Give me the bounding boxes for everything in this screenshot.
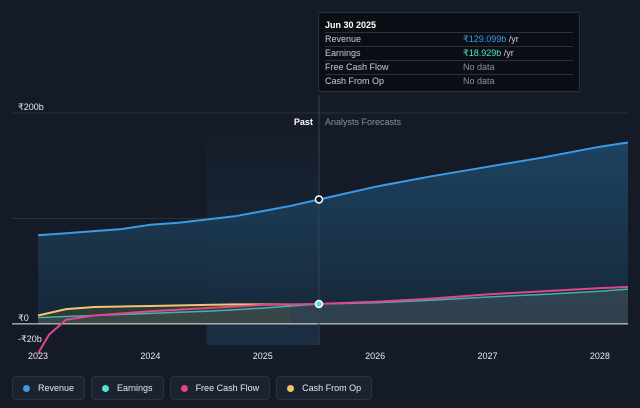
series-line-free-cash-flow [37, 286, 629, 354]
tooltip-row-free-cash-flow: Free Cash Flow No data [325, 60, 573, 74]
tooltip-row-earnings: Earnings ₹18.929b /yr [325, 46, 573, 60]
series-line-cash-from-op [37, 303, 291, 317]
tooltip-row-label: Earnings [325, 48, 361, 58]
y-tick-label: -₹20b [18, 334, 42, 344]
legend-label: Earnings [117, 383, 153, 393]
revenue-hover-marker [314, 195, 324, 204]
legend-dot-icon [287, 384, 295, 392]
tooltip-row-cash-from-op: Cash From Op No data [325, 74, 573, 88]
legend-dot-icon [23, 384, 30, 392]
x-tick-label: 2023 [28, 351, 48, 361]
legend-dot-icon [102, 384, 110, 392]
series-line-revenue [37, 141, 629, 237]
earnings-hover-marker [314, 299, 324, 309]
tooltip-row-label: Revenue [325, 34, 362, 44]
revenue-area [38, 142, 628, 324]
x-tick-label: 2024 [140, 351, 160, 361]
tooltip-value-unit: /yr [501, 48, 514, 58]
tooltip-row-value: No data [463, 61, 495, 74]
tooltip-row-value: ₹129.099b /yr [463, 33, 519, 46]
tooltip-date: Jun 30 2025 [325, 20, 377, 30]
chart-legend: Revenue Earnings Free Cash Flow Cash Fro… [12, 376, 373, 400]
tooltip-value-number: No data [463, 76, 495, 86]
x-tick-label: 2026 [365, 351, 385, 361]
tooltip-value-number: ₹18.929b [463, 48, 502, 58]
x-tick-label: 2025 [253, 351, 273, 361]
y-tick-label: ₹200b [18, 102, 44, 112]
tooltip-row-label: Free Cash Flow [325, 62, 389, 72]
legend-item-revenue[interactable]: Revenue [12, 376, 86, 400]
tooltip-value-unit: /yr [506, 34, 519, 44]
legend-label: Revenue [38, 383, 75, 393]
cash-from-op-area [38, 304, 291, 324]
tooltip-row-revenue: Revenue ₹129.099b /yr [325, 32, 573, 46]
hover-tooltip: Jun 30 2025 Revenue ₹129.099b /yr Earnin… [318, 12, 580, 92]
legend-label: Free Cash Flow [195, 383, 260, 393]
legend-label: Cash From Op [302, 383, 362, 393]
y-tick-label: ₹0 [18, 313, 29, 323]
tooltip-value-number: ₹129.099b [463, 34, 507, 44]
forecast-label: Analysts Forecasts [325, 117, 402, 127]
legend-dot-icon [180, 384, 188, 392]
tooltip-value-number: No data [463, 62, 495, 72]
tooltip-row-value: ₹18.929b /yr [463, 47, 514, 60]
legend-item-free-cash-flow[interactable]: Free Cash Flow [169, 376, 271, 400]
tooltip-row-label: Cash From Op [325, 76, 385, 86]
legend-item-earnings[interactable]: Earnings [91, 376, 164, 400]
x-tick-label: 2028 [590, 351, 610, 361]
x-tick-label: 2027 [478, 351, 498, 361]
legend-item-cash-from-op[interactable]: Cash From Op [276, 376, 373, 400]
tooltip-row-value: No data [463, 75, 495, 88]
past-label: Past [294, 117, 313, 127]
